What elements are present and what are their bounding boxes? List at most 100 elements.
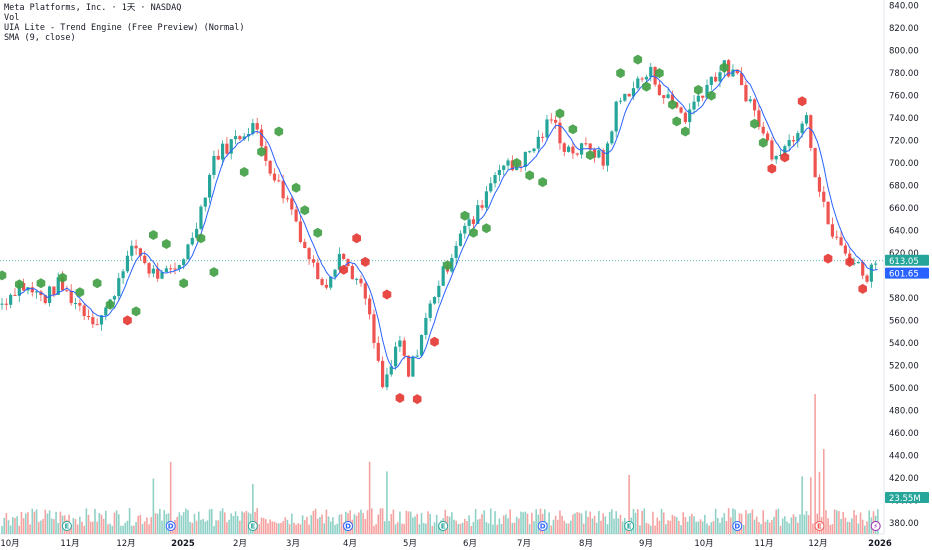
candle-body <box>597 150 601 158</box>
candle-body <box>476 205 480 224</box>
candle-body <box>329 276 333 288</box>
volume-bar <box>453 519 455 534</box>
volume-bar <box>278 523 280 534</box>
volume-tag-bg <box>885 492 929 503</box>
candle-body <box>705 84 709 98</box>
volume-bar <box>325 509 328 534</box>
volume-bar <box>723 512 726 534</box>
volume-bar <box>704 514 706 534</box>
volume-bar <box>379 508 382 534</box>
volume-bar <box>790 517 793 534</box>
volume-bar <box>57 522 60 534</box>
candle-body <box>536 136 540 149</box>
volume-bar <box>578 512 581 534</box>
volume-bar <box>608 511 611 534</box>
volume-bar <box>466 521 468 534</box>
volume-bar <box>191 522 194 534</box>
sell-signal-icon <box>767 163 777 174</box>
volume-bar <box>109 523 111 534</box>
volume-bar <box>822 449 825 534</box>
volume-bar <box>210 508 213 534</box>
candle-body <box>156 268 160 279</box>
candle-body <box>56 277 60 295</box>
volume-bar <box>461 522 464 534</box>
volume-bar <box>87 514 90 534</box>
x-tick-label: 9月 <box>639 539 653 549</box>
candle-body <box>147 263 151 274</box>
volume-bar <box>405 510 408 534</box>
volume-bar <box>455 520 457 534</box>
candle-body <box>861 262 865 276</box>
volume-bar <box>693 516 695 534</box>
volume-bar <box>269 519 271 534</box>
buy-signal-icon <box>668 99 677 110</box>
buy-signal-icon <box>179 278 188 289</box>
volume-bar <box>864 525 866 534</box>
candle-body <box>78 302 82 306</box>
volume-bar <box>489 508 492 534</box>
volume-bar <box>556 519 559 534</box>
volume-bar <box>154 513 157 534</box>
candle-body <box>229 139 233 154</box>
volume-value-tag: 23.55M <box>889 494 921 504</box>
y-tick-label: 640.00 <box>889 226 919 236</box>
volume-bar <box>146 517 148 534</box>
volume-bar <box>673 516 676 534</box>
earnings-icon <box>814 521 825 531</box>
volume-bar <box>833 509 836 534</box>
buy-signal-icon <box>538 177 547 188</box>
y-tick-label: 680.00 <box>889 181 919 191</box>
volume-bar <box>412 517 414 534</box>
volume-bar <box>658 520 661 534</box>
candle-body <box>843 245 847 254</box>
candle-body <box>809 115 813 148</box>
volume-bar <box>812 523 814 534</box>
legend-volume[interactable]: Vol <box>4 13 20 23</box>
volume-bar <box>518 518 520 534</box>
volume-bar <box>764 521 767 534</box>
candle-body <box>727 60 731 77</box>
volume-bar <box>135 521 137 534</box>
buy-signal-icon <box>15 279 24 290</box>
volume-bar <box>81 521 83 534</box>
volume-bar <box>94 508 96 534</box>
buy-signal-icon <box>291 182 301 193</box>
volume-bar <box>669 520 672 534</box>
volume-bar <box>487 523 490 534</box>
legend-indicator[interactable]: UIA Lite - Trend Engine (Free Preview) (… <box>4 23 245 33</box>
candle-body <box>718 72 722 82</box>
volume-bar <box>303 520 306 534</box>
volume-bar <box>742 524 745 534</box>
volume-bar <box>825 510 827 534</box>
volume-bar <box>531 512 533 534</box>
volume-bar <box>293 522 295 534</box>
volume-bar <box>835 510 838 534</box>
volume-bar <box>675 517 678 534</box>
volume-bar <box>848 521 851 534</box>
y-tick-label: 500.00 <box>889 384 919 394</box>
legend-sma[interactable]: SMA (9, close) <box>4 33 76 43</box>
volume-bar <box>645 522 648 534</box>
candle-body <box>30 287 34 293</box>
volume-bar <box>27 512 29 534</box>
volume-bar <box>236 515 239 534</box>
volume-bar <box>182 512 185 534</box>
volume-bar <box>505 514 507 534</box>
candle-body <box>623 93 627 101</box>
legend-symbol[interactable]: Meta Platforms, Inc. · 1天 · NASDAQ <box>4 3 182 13</box>
volume-bar <box>418 524 421 534</box>
candle-body <box>649 66 653 77</box>
volume-bar <box>329 521 332 534</box>
dividend-icon <box>165 521 176 531</box>
volume-bar <box>559 510 561 534</box>
volume-bar <box>290 513 293 534</box>
y-tick-label: 480.00 <box>889 406 919 416</box>
volume-bar <box>500 523 503 534</box>
volume-bar <box>792 514 795 534</box>
x-tick-label: 4月 <box>343 539 357 549</box>
volume-bar <box>230 513 233 534</box>
volume-bar <box>100 514 103 534</box>
volume-bar <box>636 509 639 534</box>
volume-bar <box>44 509 47 534</box>
